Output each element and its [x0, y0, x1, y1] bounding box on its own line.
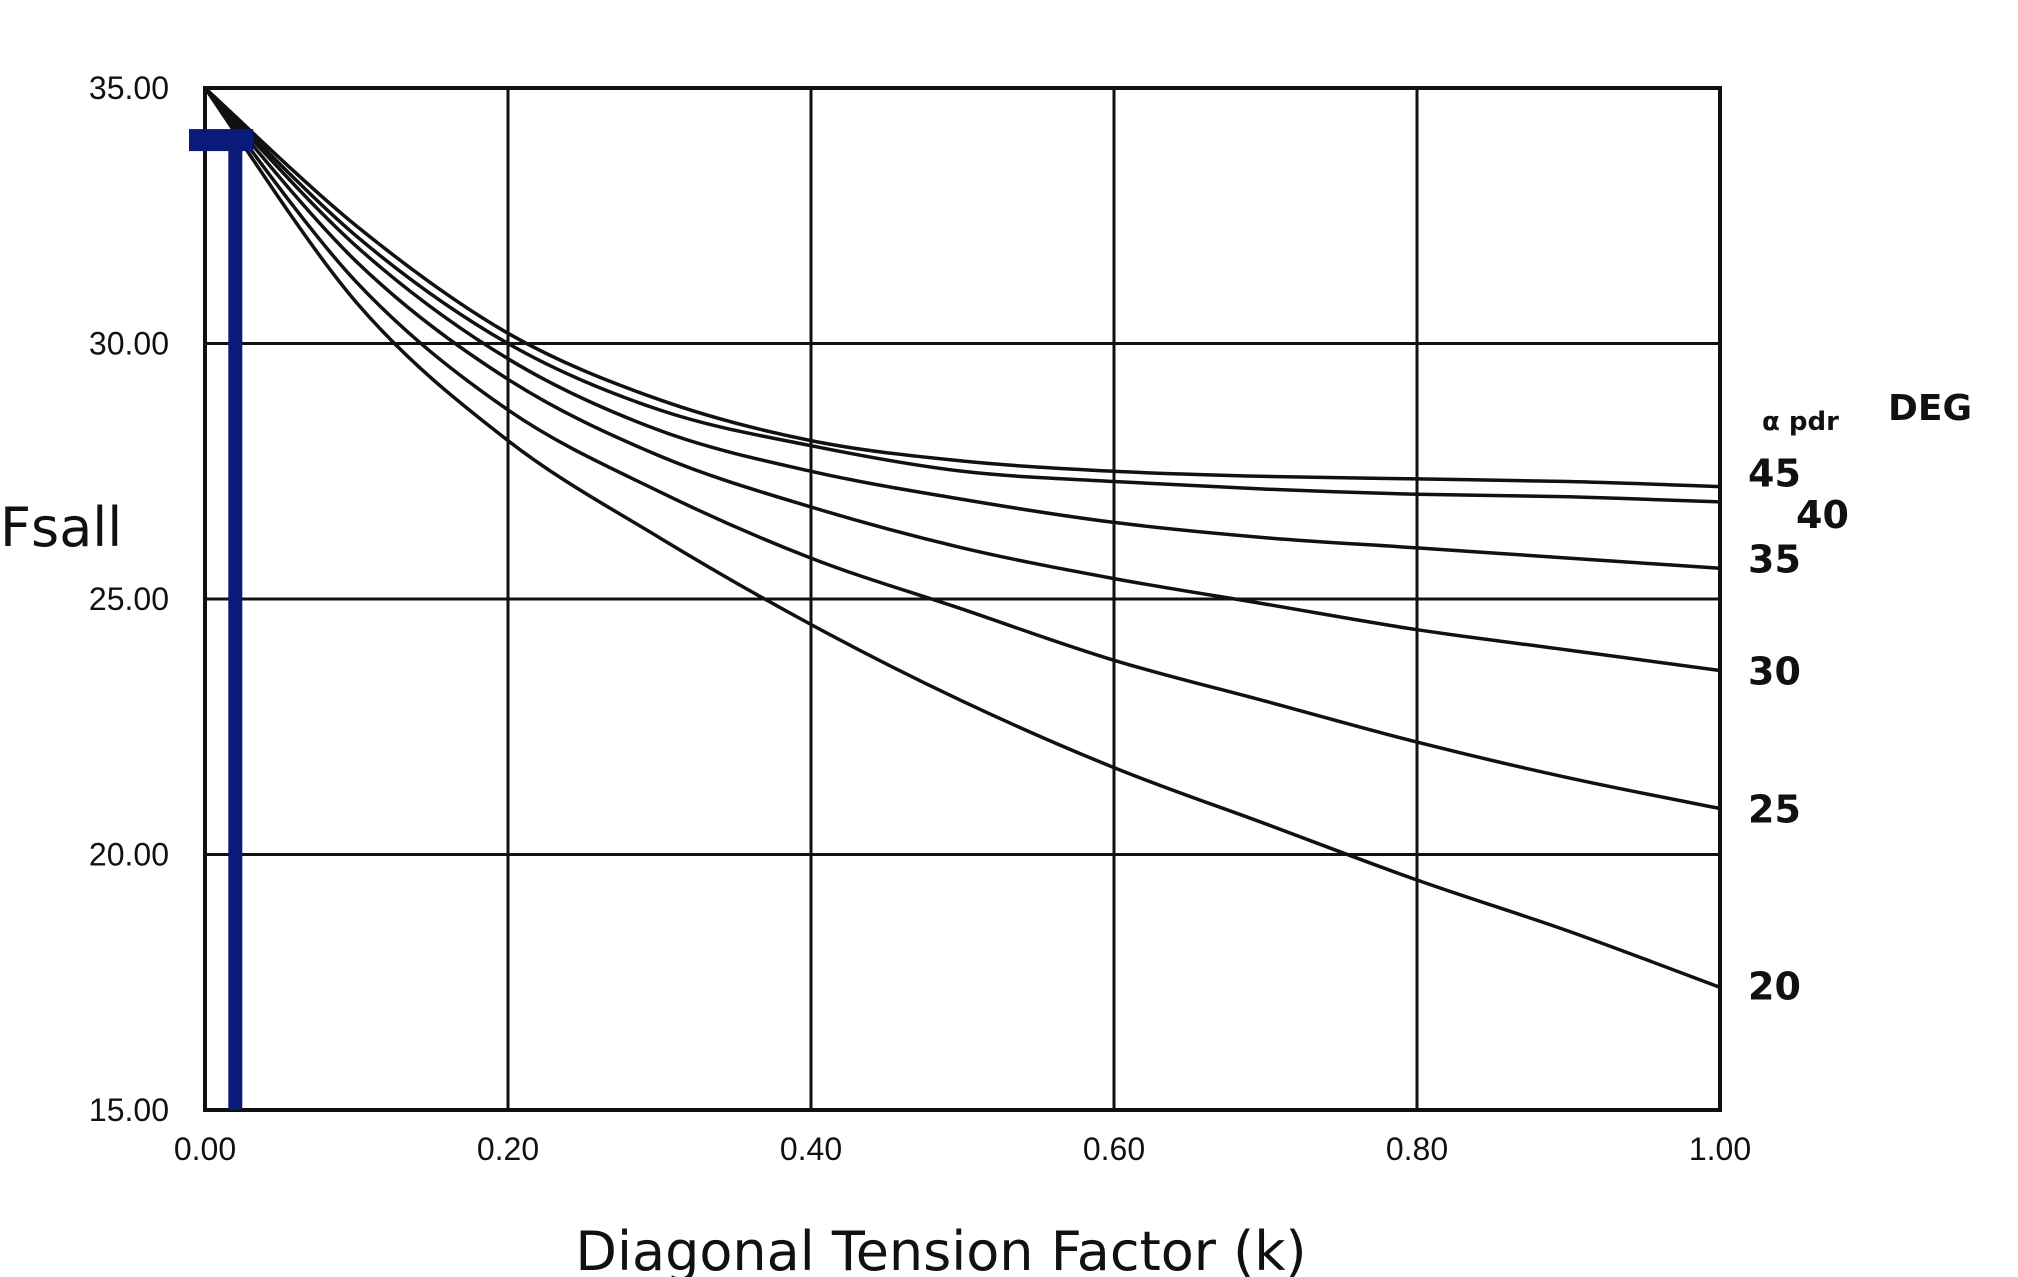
y-axis-title: Fsall	[0, 496, 122, 559]
series-line-25	[203, 86, 1721, 811]
series-label-20: 20	[1748, 964, 1801, 1008]
x-axis-ticks: 0.00 0.20 0.40 0.60 0.80 1.00	[174, 1131, 1751, 1167]
y-tick-label: 30.00	[89, 326, 169, 362]
legend-title-sub: α pdr	[1762, 407, 1839, 437]
series-line-20	[203, 86, 1721, 990]
y-axis-ticks: 15.00 20.00 25.00 30.00 35.00	[89, 70, 169, 1128]
series-label-45: 45	[1748, 452, 1801, 496]
series-label-40: 40	[1796, 493, 1849, 537]
x-tick-label: 0.20	[477, 1131, 539, 1167]
series-line-40	[203, 86, 1721, 504]
series-line-45	[203, 86, 1721, 489]
grid-lines	[203, 86, 1722, 1112]
series-label-35: 35	[1748, 537, 1801, 581]
legend-title: DEG	[1888, 388, 1972, 429]
series-label-30: 30	[1748, 650, 1801, 694]
x-tick-label: 0.80	[1386, 1131, 1448, 1167]
x-tick-label: 1.00	[1689, 1131, 1751, 1167]
plot-frame	[203, 86, 1722, 1112]
marker-horizontal-bar	[189, 129, 254, 152]
x-tick-label: 0.40	[780, 1131, 842, 1167]
series-line-35	[203, 86, 1721, 571]
y-tick-label: 25.00	[89, 581, 169, 617]
x-tick-label: 0.60	[1083, 1131, 1145, 1167]
y-tick-label: 20.00	[89, 837, 169, 873]
y-tick-label: 15.00	[89, 1092, 169, 1128]
x-tick-label: 0.00	[174, 1131, 236, 1167]
y-tick-label: 35.00	[89, 70, 169, 106]
series-lines	[203, 86, 1721, 990]
reading-marker	[189, 129, 254, 1111]
series-line-30	[203, 86, 1721, 673]
x-axis-title: Diagonal Tension Factor (k)	[575, 1220, 1306, 1277]
series-label-25: 25	[1748, 788, 1801, 832]
marker-vertical-bar	[228, 139, 243, 1111]
